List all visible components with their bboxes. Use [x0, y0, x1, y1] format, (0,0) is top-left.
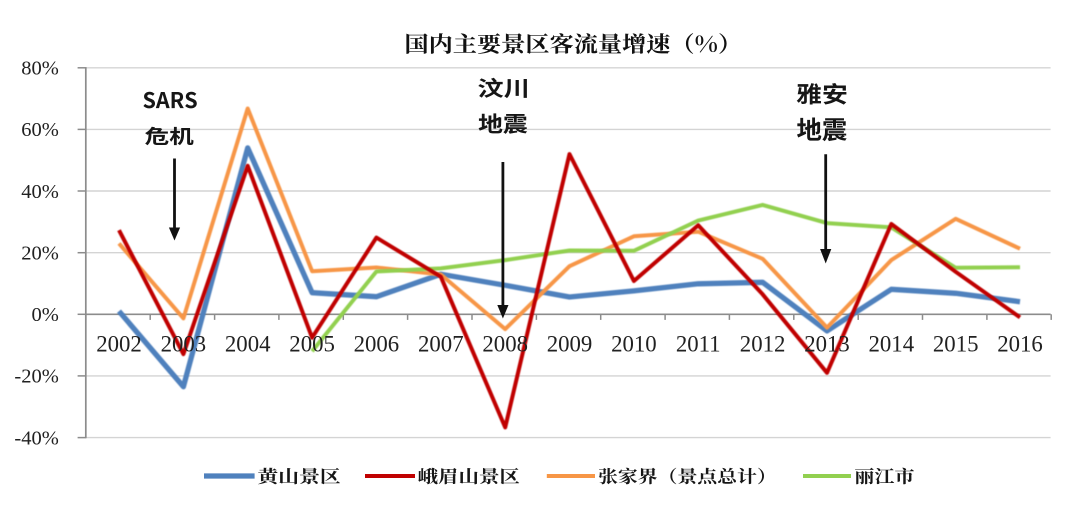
svg-text:40%: 40%: [21, 181, 59, 203]
svg-text:2002: 2002: [96, 331, 142, 356]
svg-text:60%: 60%: [21, 119, 59, 141]
svg-text:80%: 80%: [21, 58, 59, 80]
svg-text:20%: 20%: [21, 243, 59, 265]
svg-text:2005: 2005: [289, 331, 335, 356]
svg-text:2003: 2003: [161, 331, 207, 356]
svg-text:2009: 2009: [547, 331, 593, 356]
svg-text:2011: 2011: [676, 331, 721, 356]
svg-text:2004: 2004: [225, 331, 271, 356]
svg-text:2008: 2008: [482, 331, 528, 356]
svg-text:2013: 2013: [804, 331, 850, 356]
svg-text:2014: 2014: [869, 331, 915, 356]
svg-text:2006: 2006: [354, 331, 400, 356]
svg-text:-40%: -40%: [14, 427, 58, 449]
svg-text:0%: 0%: [31, 304, 58, 326]
svg-text:-20%: -20%: [14, 366, 58, 388]
svg-text:2016: 2016: [997, 331, 1043, 356]
svg-text:2012: 2012: [740, 331, 786, 356]
svg-text:2010: 2010: [611, 331, 657, 356]
svg-text:2015: 2015: [933, 331, 979, 356]
svg-text:2007: 2007: [418, 331, 464, 356]
